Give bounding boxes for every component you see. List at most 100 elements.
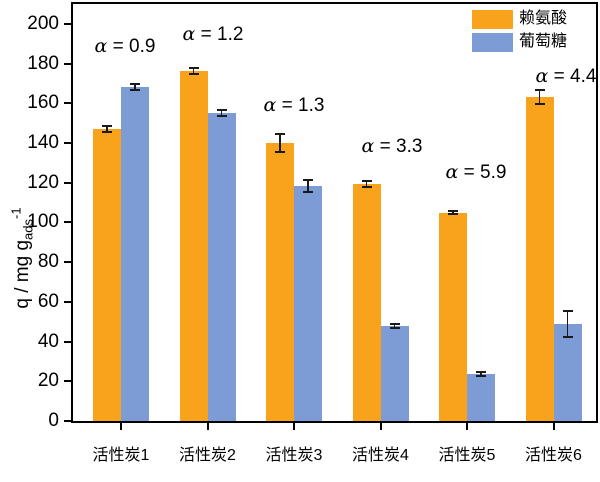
x-tick-label: 活性炭3 [265,447,323,464]
error-bar-line [480,372,482,377]
legend: 赖氨酸 葡萄糖 [472,9,567,52]
error-bar-line [220,110,223,117]
error-bar-line [538,90,541,105]
error-bar-cap-bottom [130,89,140,92]
y-tick [64,22,71,25]
error-bar-cap-top [361,179,372,182]
x-tick [206,423,209,430]
bar-lysine-4 [352,183,381,421]
error-bar-line [279,134,281,152]
y-tick [64,181,71,184]
error-bar-line [452,210,454,215]
error-bar-cap-top [102,125,112,128]
error-bar-cap-bottom [562,335,573,338]
y-tick-label: 200 [27,12,59,34]
x-tick [120,423,122,430]
y-tick [64,340,71,343]
error-bar-cap-bottom [303,190,313,193]
bar-lysine-5 [439,212,467,421]
y-tick [64,221,71,224]
y-tick-label: 60 [37,290,59,312]
error-bar-cap-top [216,109,227,112]
alpha-symbol: α [94,35,108,57]
error-bar-line [365,180,368,187]
alpha-annotation-3: α = 1.3 [263,94,325,116]
legend-swatch-lysine [472,9,513,29]
y-tick-label: 40 [37,330,59,352]
error-bar-line [106,126,108,133]
error-bar-cap-top [275,133,285,136]
error-bar-cap-bottom [188,72,199,75]
alpha-annotation-1: α = 0.9 [94,35,156,57]
x-tick-label: 活性炭2 [179,447,236,464]
bar-glucose-5 [467,374,495,421]
y-tick-label: 20 [37,370,59,392]
x-tick [379,423,382,430]
alpha-symbol: α [535,65,549,87]
x-tick-label: 活性炭5 [438,447,496,464]
y-tick-label: 120 [27,171,59,193]
alpha-annotation-4: α = 3.3 [361,135,423,157]
legend-item-glucose: 葡萄糖 [472,32,567,52]
alpha-symbol: α [182,23,196,45]
legend-label-glucose: 葡萄糖 [519,33,568,50]
error-bar-cap-top [534,89,545,92]
error-bar-cap-top [130,83,140,86]
error-bar-cap-bottom [534,103,545,106]
bar-glucose-2 [207,113,236,421]
alpha-annotation-2: α = 1.2 [182,23,244,45]
error-bar-cap-top [188,66,199,69]
error-bar-cap-bottom [389,326,400,329]
y-tick-label: 140 [27,132,59,153]
bar-lysine-3 [266,143,294,421]
x-tick [293,423,295,430]
x-tick [552,423,555,430]
x-tick [466,423,468,430]
bar-glucose-4 [380,325,409,421]
error-bar-cap-bottom [216,115,227,118]
y-tick [64,102,71,105]
legend-swatch-glucose [472,32,513,52]
x-tick-label: 活性炭6 [525,447,582,464]
bar-lysine-6 [525,97,554,421]
y-tick-label: 160 [27,92,59,114]
error-bar-line [192,67,195,74]
plot-area [71,2,598,423]
error-bar-cap-top [448,209,458,212]
alpha-annotation-6: α = 4.4 [535,65,597,87]
y-tick-label: 80 [37,251,59,273]
y-tick [64,420,71,422]
error-bar-line [134,84,136,91]
y-tick-label: 0 [48,410,59,431]
bar-glucose-6 [553,323,582,421]
y-tick [64,62,71,65]
error-bar-cap-bottom [448,213,458,216]
alpha-symbol: α [263,94,277,116]
alpha-annotation-5: α = 5.9 [445,161,507,183]
error-bar-cap-top [303,178,313,181]
error-bar-cap-bottom [102,131,112,134]
error-bar-cap-bottom [361,185,372,188]
y-tick [64,380,71,383]
bar-lysine-1 [93,129,121,421]
bar-glucose-3 [294,185,322,421]
alpha-symbol: α [361,135,375,157]
y-tick [64,300,71,303]
error-bar-cap-bottom [476,375,486,378]
y-tick [64,261,71,264]
legend-label-lysine: 赖氨酸 [519,10,568,27]
error-bar-cap-bottom [275,150,285,153]
error-bar-line [566,310,569,337]
x-tick-label: 活性炭4 [352,447,409,464]
y-tick-label: 180 [27,52,59,74]
error-bar-cap-top [389,322,400,325]
x-tick-label: 活性炭1 [92,447,150,464]
legend-item-lysine: 赖氨酸 [472,9,567,29]
bar-glucose-1 [121,87,149,421]
error-bar-line [393,323,396,328]
y-tick-label: 100 [27,211,59,233]
alpha-symbol: α [445,161,459,183]
y-tick [64,142,71,144]
error-bar-cap-top [476,371,486,374]
